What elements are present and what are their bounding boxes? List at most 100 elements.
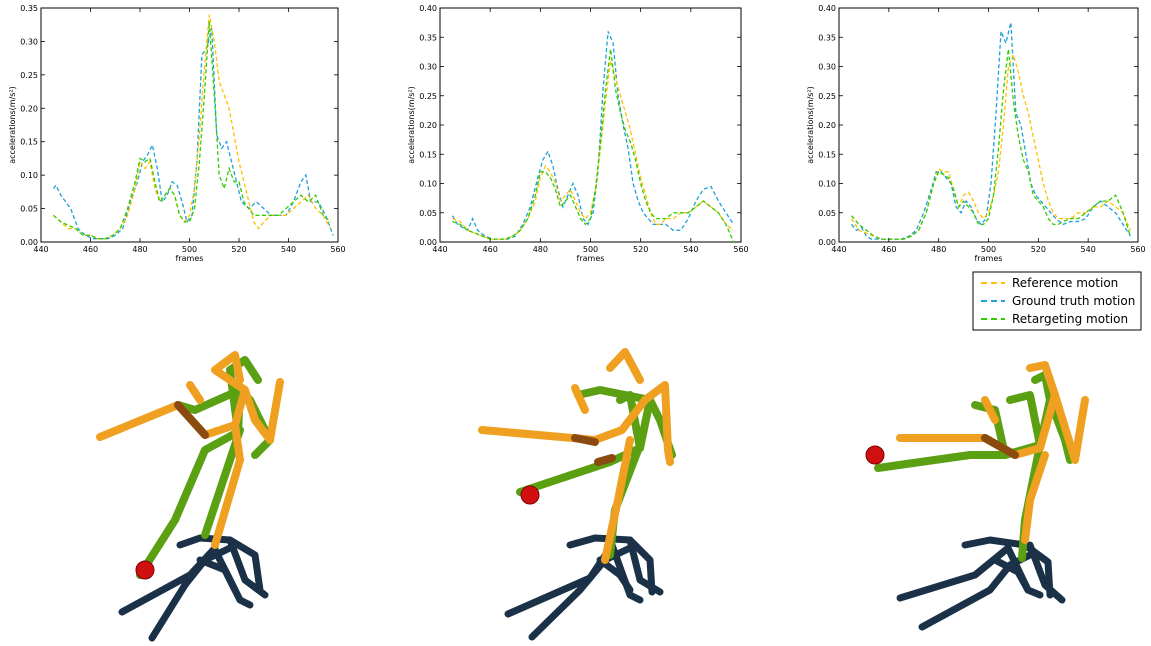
target-skeleton-bone <box>504 541 616 618</box>
retargeted-skeleton-bone <box>516 396 676 496</box>
chart-3: 440 460 480 500 520 540 560 0.00 0.05 0.10 0.15 0.2… <box>806 4 1146 263</box>
reference-skeleton-bone <box>211 351 249 394</box>
y-tick-label: 0.05 <box>818 209 836 218</box>
y-tick-label: 0.40 <box>818 4 836 13</box>
reference-skeleton-bone <box>571 384 589 414</box>
x-tick-label: 540 <box>281 245 296 254</box>
chart-1: 440 460 480 500 520 540 560 0.00 0.05 0.10 0.15 0.2… <box>8 4 346 263</box>
x-tick-label: 440 <box>831 245 846 254</box>
reference-skeleton-bone <box>1026 361 1059 399</box>
y-tick-label: 0.00 <box>818 238 836 247</box>
y-axis-label: accelerations(m/s²) <box>806 86 815 164</box>
highlighted-bone <box>981 434 1019 459</box>
series-line-ground-truth <box>850 22 1132 240</box>
y-tick-label: 0.05 <box>419 209 437 218</box>
x-axis-label: frames <box>577 254 605 263</box>
y-tick-label: 0.30 <box>20 37 38 46</box>
highlighted-bone <box>174 401 209 439</box>
retargeted-skeleton-bone <box>971 401 1009 459</box>
legend-label: Ground truth motion <box>1012 294 1135 308</box>
x-tick-label: 480 <box>132 245 147 254</box>
reference-skeleton-bone <box>1021 451 1049 544</box>
y-tick-label: 0.25 <box>818 92 836 101</box>
y-tick-label: 0.30 <box>818 63 836 72</box>
x-tick-label: 560 <box>733 245 748 254</box>
y-tick-label: 0.20 <box>419 121 437 130</box>
x-tick-label: 520 <box>231 245 246 254</box>
reference-skeleton-bone <box>606 348 644 384</box>
charts-row: 440 460 480 500 520 540 560 0.00 0.05 0.10 0.15 0.2… <box>8 4 1146 263</box>
x-tick-label: 520 <box>633 245 648 254</box>
legend: Reference motion Ground truth motion Retar… <box>972 271 1142 331</box>
x-tick-label: 480 <box>533 245 548 254</box>
x-tick-label: 460 <box>83 245 98 254</box>
end-effector-ball <box>135 560 155 580</box>
x-tick-label: 560 <box>1130 245 1145 254</box>
legend-item-ground-truth: Ground truth motion <box>981 294 1135 308</box>
retargeted-skeleton-bone <box>201 426 244 539</box>
target-skeleton-bone <box>226 536 269 599</box>
reference-skeleton-bone <box>981 396 999 424</box>
legend-label: Reference motion <box>1012 276 1118 290</box>
end-effector-ball <box>865 445 885 465</box>
plot-frame <box>439 7 742 243</box>
x-tick-label: 460 <box>881 245 896 254</box>
y-tick-label: 0.20 <box>818 121 836 130</box>
y-tick-label: 0.00 <box>419 238 437 247</box>
x-tick-label: 440 <box>33 245 48 254</box>
target-skeleton-bone <box>1026 541 1066 604</box>
x-tick-label: 560 <box>330 245 345 254</box>
y-tick-label: 0.35 <box>419 33 437 42</box>
y-tick-label: 0.05 <box>20 205 38 214</box>
legend-label: Retargeting motion <box>1012 312 1128 326</box>
target-skeleton-bone <box>626 536 664 596</box>
reference-skeleton-bone <box>211 421 244 549</box>
x-tick-label: 540 <box>683 245 698 254</box>
chart-2: 440 460 480 500 520 540 560 0.00 0.05 0.10 0.15 0.2… <box>407 4 749 263</box>
y-tick-label: 0.25 <box>419 92 437 101</box>
y-tick-label: 0.10 <box>818 180 836 189</box>
poses-row <box>96 348 1089 642</box>
series-line-retargeting <box>851 48 1132 240</box>
legend-item-reference: Reference motion <box>981 276 1118 290</box>
reference-skeleton-bone <box>601 436 634 564</box>
x-tick-label: 520 <box>1031 245 1046 254</box>
target-skeleton-bone <box>608 541 644 604</box>
y-tick-label: 0.35 <box>818 33 836 42</box>
y-tick-label: 0.35 <box>20 4 38 13</box>
x-axis-label: frames <box>975 254 1003 263</box>
x-tick-label: 500 <box>981 245 996 254</box>
y-tick-label: 0.00 <box>20 238 38 247</box>
x-tick-label: 480 <box>931 245 946 254</box>
target-skeleton-bone <box>118 544 219 616</box>
series-line-reference <box>52 14 332 240</box>
plot-frame <box>40 7 339 243</box>
y-axis-label: accelerations(m/s²) <box>407 86 416 164</box>
y-tick-label: 0.40 <box>419 4 437 13</box>
series-line-reference <box>452 60 734 240</box>
y-tick-label: 0.10 <box>20 171 38 180</box>
x-axis-label: frames <box>176 254 204 263</box>
target-skeleton-bone <box>596 556 634 594</box>
y-tick-label: 0.30 <box>419 63 437 72</box>
retargeted-skeleton-bone <box>574 386 654 404</box>
highlighted-bone <box>571 434 599 446</box>
y-tick-label: 0.15 <box>419 150 437 159</box>
highlighted-bone <box>594 454 616 466</box>
skeleton-pose-3 <box>865 361 1089 631</box>
y-tick-label: 0.15 <box>20 138 38 147</box>
retargeted-skeleton-bone <box>1006 391 1044 449</box>
series-line-retargeting <box>452 48 735 243</box>
y-tick-label: 0.10 <box>419 180 437 189</box>
x-tick-label: 540 <box>1081 245 1096 254</box>
skeleton-pose-2 <box>478 348 676 641</box>
x-tick-label: 500 <box>583 245 598 254</box>
reference-skeleton-bone <box>186 381 204 404</box>
x-tick-label: 460 <box>483 245 498 254</box>
target-skeleton-bone <box>196 556 239 594</box>
end-effector-ball <box>520 485 540 505</box>
y-tick-label: 0.15 <box>818 150 836 159</box>
legend-item-retargeting: Retargeting motion <box>981 312 1128 326</box>
y-tick-label: 0.20 <box>20 104 38 113</box>
